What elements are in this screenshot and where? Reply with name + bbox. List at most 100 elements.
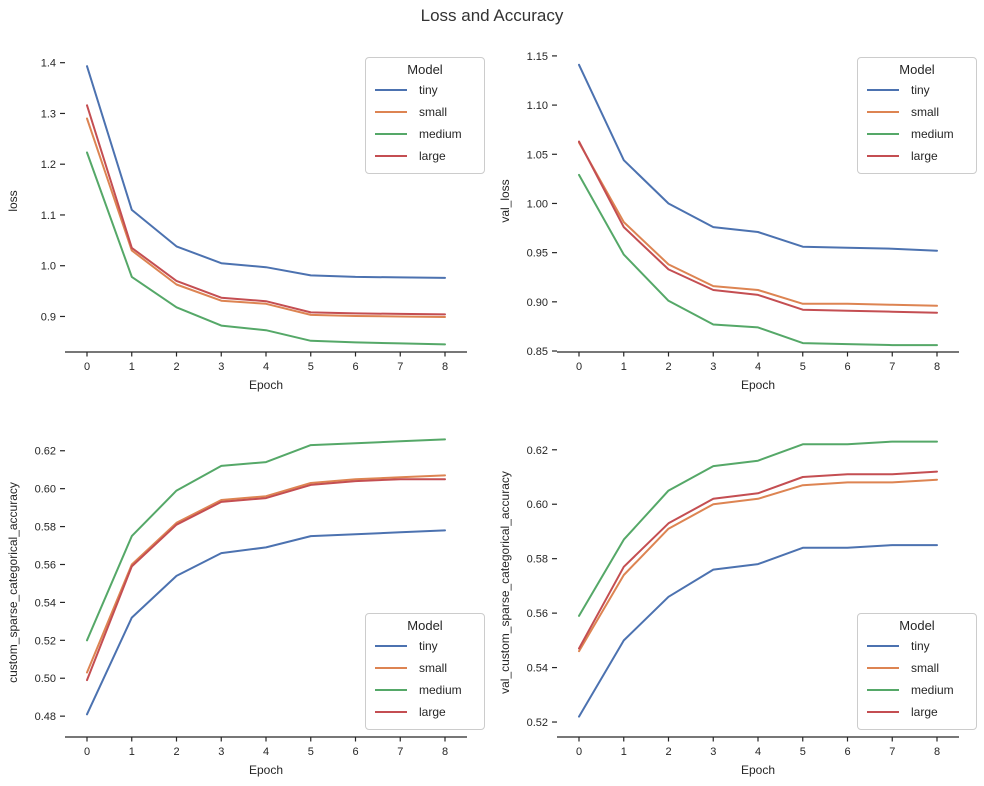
x-tick-label: 1 (129, 361, 135, 373)
x-tick-label: 3 (710, 746, 716, 758)
legend-title: Model (899, 62, 935, 77)
x-tick-label: 7 (397, 746, 403, 758)
y-tick-label: 0.56 (527, 608, 548, 620)
y-tick-label: 0.54 (527, 663, 548, 675)
y-axis-label: val_custom_sparse_categorical_accuracy (498, 471, 512, 694)
y-tick-label: 0.58 (527, 554, 548, 566)
legend-label: medium (911, 127, 954, 141)
legend-label: large (911, 149, 938, 163)
x-tick-label: 4 (755, 746, 761, 758)
legend-item-medium: medium (858, 123, 976, 145)
x-tick-label: 8 (934, 361, 940, 373)
legend-swatch-small (867, 111, 899, 113)
y-axis-label: val_loss (498, 179, 512, 222)
legend-swatch-medium (867, 689, 899, 691)
legend-label: medium (419, 683, 462, 697)
legend-title: Model (407, 618, 443, 633)
legend-item-medium: medium (366, 679, 484, 701)
legend-swatch-tiny (375, 89, 407, 91)
legend-title: Model (407, 62, 443, 77)
legend-swatch-tiny (867, 89, 899, 91)
x-tick-label: 0 (576, 746, 582, 758)
series-line-tiny (86, 65, 446, 279)
legend-item-tiny: tiny (858, 79, 976, 101)
x-tick-label: 1 (621, 361, 627, 373)
y-tick-label: 1.05 (527, 149, 548, 161)
y-tick-label: 0.54 (35, 597, 56, 609)
y-tick-label: 0.9 (41, 311, 56, 323)
series-line-medium (578, 173, 938, 347)
y-tick-label: 0.62 (35, 446, 56, 458)
legend-swatch-large (867, 155, 899, 157)
legend-item-medium: medium (858, 679, 976, 701)
legend: Model tiny small medium large (857, 613, 977, 730)
y-axis-label: loss (6, 190, 20, 211)
legend-item-small: small (366, 101, 484, 123)
series-line-tiny (578, 544, 938, 718)
legend-label: small (419, 661, 448, 675)
x-tick-label: 4 (755, 361, 761, 373)
y-axis-label: custom_sparse_categorical_accuracy (6, 482, 20, 683)
x-tick-label: 0 (576, 361, 582, 373)
x-tick-label: 2 (173, 746, 179, 758)
legend-item-medium: medium (366, 123, 484, 145)
legend-item-small: small (366, 657, 484, 679)
legend-title: Model (899, 618, 935, 633)
legend-label: tiny (419, 83, 438, 97)
custom_sparse_categorical_accuracy-plot: 0 1 2 3 4 5 6 7 8 0.62 0.60 0.58 0.56 0.54 0.52 0.50 0.4… (6, 438, 467, 777)
legend-label: small (419, 105, 448, 119)
y-tick-label: 1.2 (41, 159, 56, 171)
legend-item-tiny: tiny (366, 79, 484, 101)
x-tick-label: 0 (84, 361, 90, 373)
legend-swatch-tiny (867, 645, 899, 647)
legend-swatch-medium (375, 133, 407, 135)
legend: Model tiny small medium large (365, 57, 485, 174)
legend: Model tiny small medium large (365, 613, 485, 730)
series-line-small (578, 141, 938, 307)
series-line-large (578, 140, 938, 314)
x-axis-label: Epoch (741, 378, 775, 392)
legend-label: tiny (911, 83, 930, 97)
legend-item-large: large (366, 701, 484, 723)
series-line-small (86, 474, 446, 674)
legend-label: tiny (911, 639, 930, 653)
x-tick-label: 4 (263, 746, 269, 758)
legend-item-tiny: tiny (366, 635, 484, 657)
legend-swatch-medium (375, 689, 407, 691)
legend-swatch-small (375, 667, 407, 669)
x-tick-label: 5 (308, 361, 314, 373)
x-tick-label: 1 (621, 746, 627, 758)
legend-label: tiny (419, 639, 438, 653)
x-tick-label: 6 (844, 361, 850, 373)
y-tick-label: 0.60 (527, 499, 548, 511)
figure-title: Loss and Accuracy (420, 6, 564, 25)
x-tick-label: 3 (218, 361, 224, 373)
y-tick-label: 0.52 (527, 717, 548, 729)
x-tick-label: 6 (844, 746, 850, 758)
x-tick-label: 7 (889, 361, 895, 373)
y-tick-label: 0.85 (527, 346, 548, 358)
series-line-large (578, 470, 938, 650)
y-tick-label: 0.62 (527, 445, 548, 457)
y-tick-label: 0.50 (35, 673, 56, 685)
x-tick-label: 5 (800, 746, 806, 758)
y-tick-label: 0.58 (35, 522, 56, 534)
legend-label: large (419, 705, 446, 719)
legend-label: large (419, 149, 446, 163)
legend-label: medium (419, 127, 462, 141)
x-tick-label: 8 (442, 746, 448, 758)
y-tick-label: 0.56 (35, 559, 56, 571)
legend: Model tiny small medium large (857, 57, 977, 174)
series-line-large (86, 478, 446, 682)
series-line-small (86, 117, 446, 318)
y-tick-label: 1.3 (41, 108, 56, 120)
y-tick-label: 1.0 (41, 261, 56, 273)
legend-swatch-large (375, 711, 407, 713)
x-tick-label: 3 (710, 361, 716, 373)
x-tick-label: 2 (665, 361, 671, 373)
legend-item-large: large (858, 145, 976, 167)
y-tick-label: 1.1 (41, 210, 56, 222)
x-tick-label: 7 (397, 361, 403, 373)
val_custom_sparse_categorical_accuracy-plot: 0 1 2 3 4 5 6 7 8 0.62 0.60 0.58 0.56 0.54 0.52 Epoch va… (498, 440, 959, 777)
